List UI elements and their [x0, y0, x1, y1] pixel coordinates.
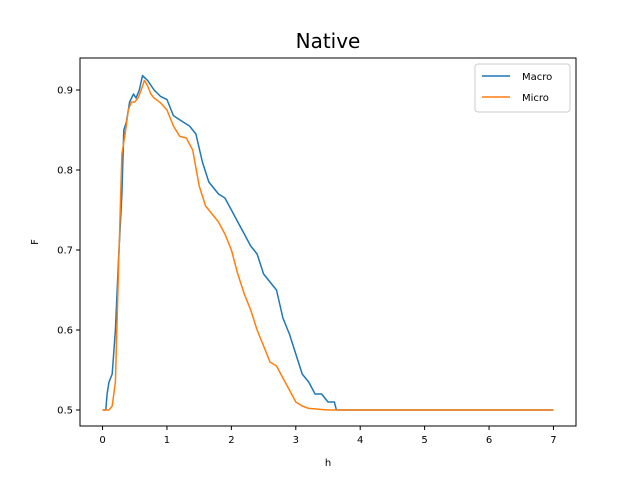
y-tick-label: 0.9	[57, 86, 73, 97]
x-tick-label: 5	[421, 435, 427, 446]
x-tick-label: 1	[164, 435, 170, 446]
series-layer	[102, 74, 554, 411]
legend: Macro Micro	[474, 63, 571, 113]
x-axis-label: h	[325, 458, 331, 469]
x-tick-label: 7	[550, 435, 556, 446]
x-tick-label: 4	[357, 435, 363, 446]
x-tick-label: 2	[228, 435, 234, 446]
y-tick-label: 0.8	[57, 166, 73, 177]
x-tick-label: 3	[293, 435, 299, 446]
y-axis-ticks: 0.5 0.6 0.7 0.8 0.9	[57, 86, 80, 417]
legend-label-micro: Micro	[522, 93, 549, 104]
x-tick-label: 6	[486, 435, 492, 446]
chart-title: Native	[296, 29, 361, 53]
series-line-macro	[102, 74, 554, 411]
series-line-micro	[102, 79, 554, 411]
y-tick-label: 0.6	[57, 326, 73, 337]
legend-label-macro: Macro	[522, 72, 552, 83]
y-axis-label: F	[30, 239, 41, 245]
y-tick-label: 0.7	[57, 246, 73, 257]
y-tick-label: 0.5	[57, 406, 73, 417]
x-axis-ticks: 0 1 2 3 4 5 6 7	[99, 426, 557, 446]
x-tick-label: 0	[99, 435, 105, 446]
plot-frame	[79, 57, 577, 427]
